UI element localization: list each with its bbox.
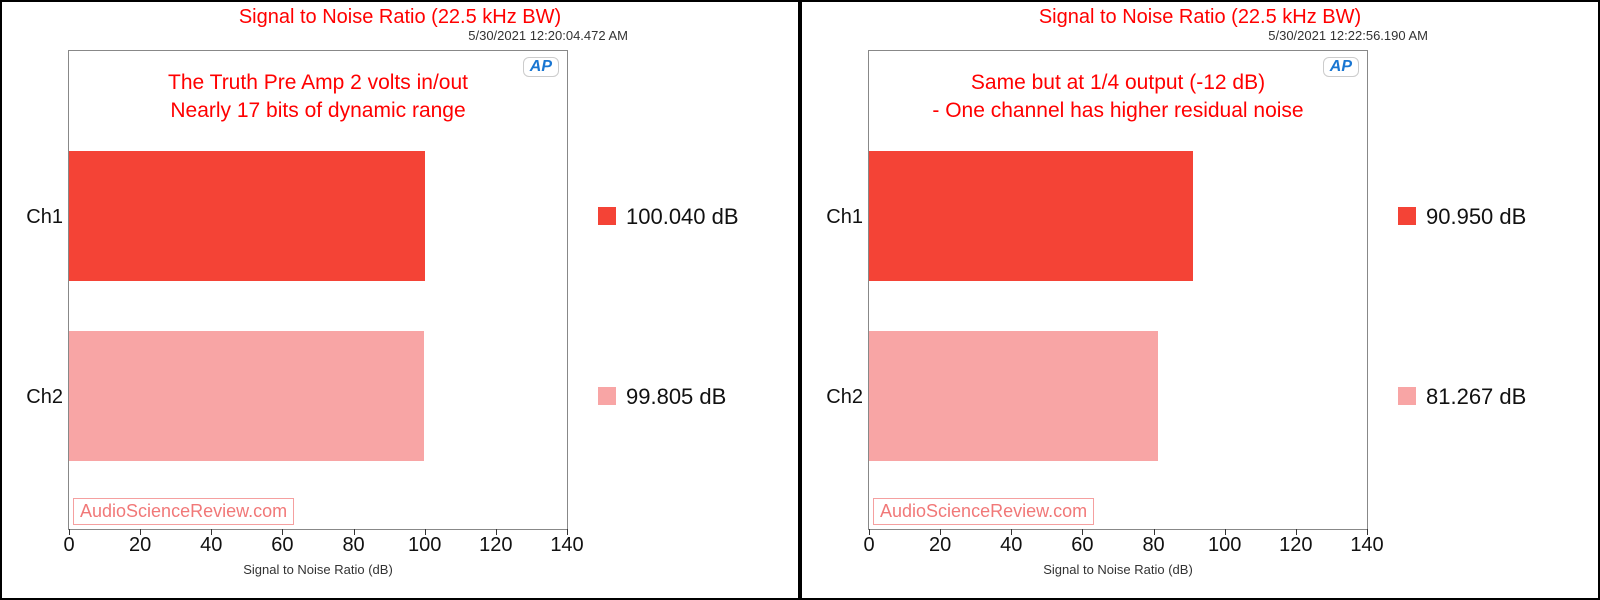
y-tick-ch2: Ch2 — [17, 386, 63, 409]
watermark: AudioScienceReview.com — [73, 498, 294, 525]
watermark: AudioScienceReview.com — [873, 498, 1094, 525]
timestamp: 5/30/2021 12:20:04.472 AM — [468, 28, 628, 43]
bar-ch2 — [69, 331, 424, 461]
x-tick: 140 — [1350, 534, 1383, 557]
chart-annotation: Same but at 1/4 output (-12 dB) - One ch… — [869, 69, 1367, 126]
legend-value-ch1: 90.950 dB — [1426, 204, 1526, 230]
x-tick: 0 — [863, 534, 874, 557]
bar-ch1 — [869, 151, 1193, 281]
x-tick: 100 — [408, 534, 441, 557]
x-tick: 80 — [1142, 534, 1164, 557]
legend-swatch-ch1 — [1398, 207, 1416, 225]
plot-area: AP Same but at 1/4 output (-12 dB) - One… — [868, 50, 1368, 530]
x-axis-label: Signal to Noise Ratio (dB) — [69, 562, 567, 577]
x-tick: 120 — [1279, 534, 1312, 557]
annotation-line1: Same but at 1/4 output (-12 dB) — [971, 71, 1265, 94]
x-tick: 60 — [271, 534, 293, 557]
legend-swatch-ch2 — [598, 387, 616, 405]
bar-ch1 — [69, 151, 425, 281]
x-tick: 140 — [550, 534, 583, 557]
annotation-line2: - One channel has higher residual noise — [932, 99, 1303, 122]
x-tick: 0 — [63, 534, 74, 557]
x-tick: 40 — [200, 534, 222, 557]
annotation-line2: Nearly 17 bits of dynamic range — [170, 99, 465, 122]
bar-ch2 — [869, 331, 1158, 461]
legend-value-ch2: 81.267 dB — [1426, 384, 1526, 410]
x-tick: 20 — [929, 534, 951, 557]
legend-value-ch2: 99.805 dB — [626, 384, 726, 410]
x-tick: 40 — [1000, 534, 1022, 557]
annotation-line1: The Truth Pre Amp 2 volts in/out — [168, 71, 468, 94]
x-tick: 80 — [342, 534, 364, 557]
x-tick: 120 — [479, 534, 512, 557]
chart-annotation: The Truth Pre Amp 2 volts in/out Nearly … — [69, 69, 567, 126]
y-tick-ch1: Ch1 — [817, 206, 863, 229]
timestamp: 5/30/2021 12:22:56.190 AM — [1268, 28, 1428, 43]
x-axis-label: Signal to Noise Ratio (dB) — [869, 562, 1367, 577]
x-tick: 60 — [1071, 534, 1093, 557]
chart-panel-left: Signal to Noise Ratio (22.5 kHz BW) 5/30… — [0, 0, 800, 600]
x-tick: 20 — [129, 534, 151, 557]
y-tick-ch2: Ch2 — [817, 386, 863, 409]
chart-panel-right: Signal to Noise Ratio (22.5 kHz BW) 5/30… — [800, 0, 1600, 600]
plot-area: AP The Truth Pre Amp 2 volts in/out Near… — [68, 50, 568, 530]
legend-swatch-ch2 — [1398, 387, 1416, 405]
chart-title: Signal to Noise Ratio (22.5 kHz BW) — [2, 6, 798, 29]
legend-swatch-ch1 — [598, 207, 616, 225]
legend-value-ch1: 100.040 dB — [626, 204, 739, 230]
y-tick-ch1: Ch1 — [17, 206, 63, 229]
chart-title: Signal to Noise Ratio (22.5 kHz BW) — [802, 6, 1598, 29]
x-tick: 100 — [1208, 534, 1241, 557]
